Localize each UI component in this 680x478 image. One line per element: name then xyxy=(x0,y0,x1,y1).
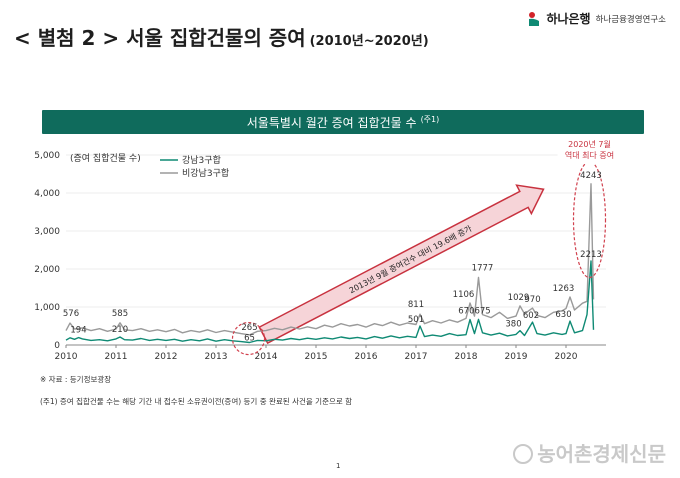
data-label: 4243 xyxy=(580,171,602,181)
logo-institute-name: 하나금융경영연구소 xyxy=(595,14,666,25)
watermark-text: 농어촌경제신문 xyxy=(537,442,666,466)
logo-bank-name: 하나은행 xyxy=(546,12,591,26)
data-label: 1777 xyxy=(472,263,494,273)
x-tick-label: 2016 xyxy=(355,352,378,362)
chart-title-banner: 서울특별시 월간 증여 집합건물 수 (주1) xyxy=(42,110,644,134)
x-tick-label: 2011 xyxy=(105,352,128,362)
x-tick-label: 2014 xyxy=(255,352,278,362)
data-label: 602 xyxy=(523,311,539,321)
hana-logo: 하나은행 하나금융경영연구소 xyxy=(527,10,666,27)
x-tick-label: 2015 xyxy=(305,352,328,362)
data-label: 380 xyxy=(505,320,521,330)
data-label: 501 xyxy=(408,315,424,325)
data-label: 210 xyxy=(112,325,128,335)
x-tick-label: 2013 xyxy=(205,352,228,362)
x-tick-label: 2010 xyxy=(55,352,78,362)
source-note: ※ 자료 : 등기정보광장 xyxy=(40,375,112,384)
data-label: 811 xyxy=(408,300,424,310)
data-label: 670675 xyxy=(458,307,490,317)
x-tick-label: 2019 xyxy=(505,352,528,362)
series-line xyxy=(65,260,595,344)
highlight-ellipse-2020 xyxy=(572,161,607,279)
data-label: 1106 xyxy=(453,290,475,300)
banner-text: 서울특별시 월간 증여 집합건물 수 xyxy=(246,115,417,130)
peak-callout-text: 역대 최다 증여 xyxy=(565,150,614,160)
legend-label: 비강남3구합 xyxy=(182,168,229,179)
peak-callout-box xyxy=(557,138,622,164)
legend-label: 강남3구합 xyxy=(182,155,221,166)
page-title: < 별첨 2 > 서울 집합건물의 증여 (2010년~2020년) xyxy=(14,22,429,51)
y-tick-label: 5,000 xyxy=(34,151,60,161)
data-label: 1029 xyxy=(508,293,530,303)
y-tick-label: 1,000 xyxy=(34,303,60,313)
data-label: 585 xyxy=(112,309,128,319)
y-tick-label: 0 xyxy=(54,341,60,351)
data-label: 576 xyxy=(63,309,79,319)
series-line xyxy=(65,183,595,336)
title-main: < 별첨 2 > 서울 집합건물의 증여 xyxy=(14,26,306,50)
data-label: 970 xyxy=(524,295,540,305)
data-label: 630 xyxy=(555,310,571,320)
data-label: 65 xyxy=(244,334,255,344)
banner-note: (주1) xyxy=(420,114,440,124)
page-number: 1 xyxy=(336,462,341,470)
growth-arrow xyxy=(258,184,545,345)
hana-logo-icon xyxy=(527,11,541,27)
x-tick-label: 2018 xyxy=(455,352,478,362)
x-tick-label: 2012 xyxy=(155,352,178,362)
data-label: 1263 xyxy=(553,284,575,294)
arrow-annotation: 2013년 9월 증여건수 대비 19.6배 증가 xyxy=(347,223,474,295)
data-label: 194 xyxy=(70,326,86,336)
watermark-logo-icon xyxy=(513,444,534,464)
data-label: 2213 xyxy=(580,250,602,260)
peak-callout-text: 2020년 7월 xyxy=(568,139,611,149)
data-label: 265 xyxy=(241,323,257,333)
title-period: (2010년~2020년) xyxy=(309,34,429,49)
x-tick-label: 2020 xyxy=(555,352,578,362)
y-tick-label: 2,000 xyxy=(34,265,60,275)
highlight-circle-2013 xyxy=(231,321,266,356)
watermark: 농어촌경제신문 xyxy=(513,438,666,467)
x-tick-label: 2017 xyxy=(405,352,428,362)
y-tick-label: 3,000 xyxy=(34,227,60,237)
y-axis-label: (증여 집합건물 수) xyxy=(70,152,141,164)
y-tick-label: 4,000 xyxy=(34,189,60,199)
footnote: (주1) 증여 집합건물 수는 해당 기간 내 접수된 소유권이전(증여) 등기… xyxy=(40,397,353,406)
